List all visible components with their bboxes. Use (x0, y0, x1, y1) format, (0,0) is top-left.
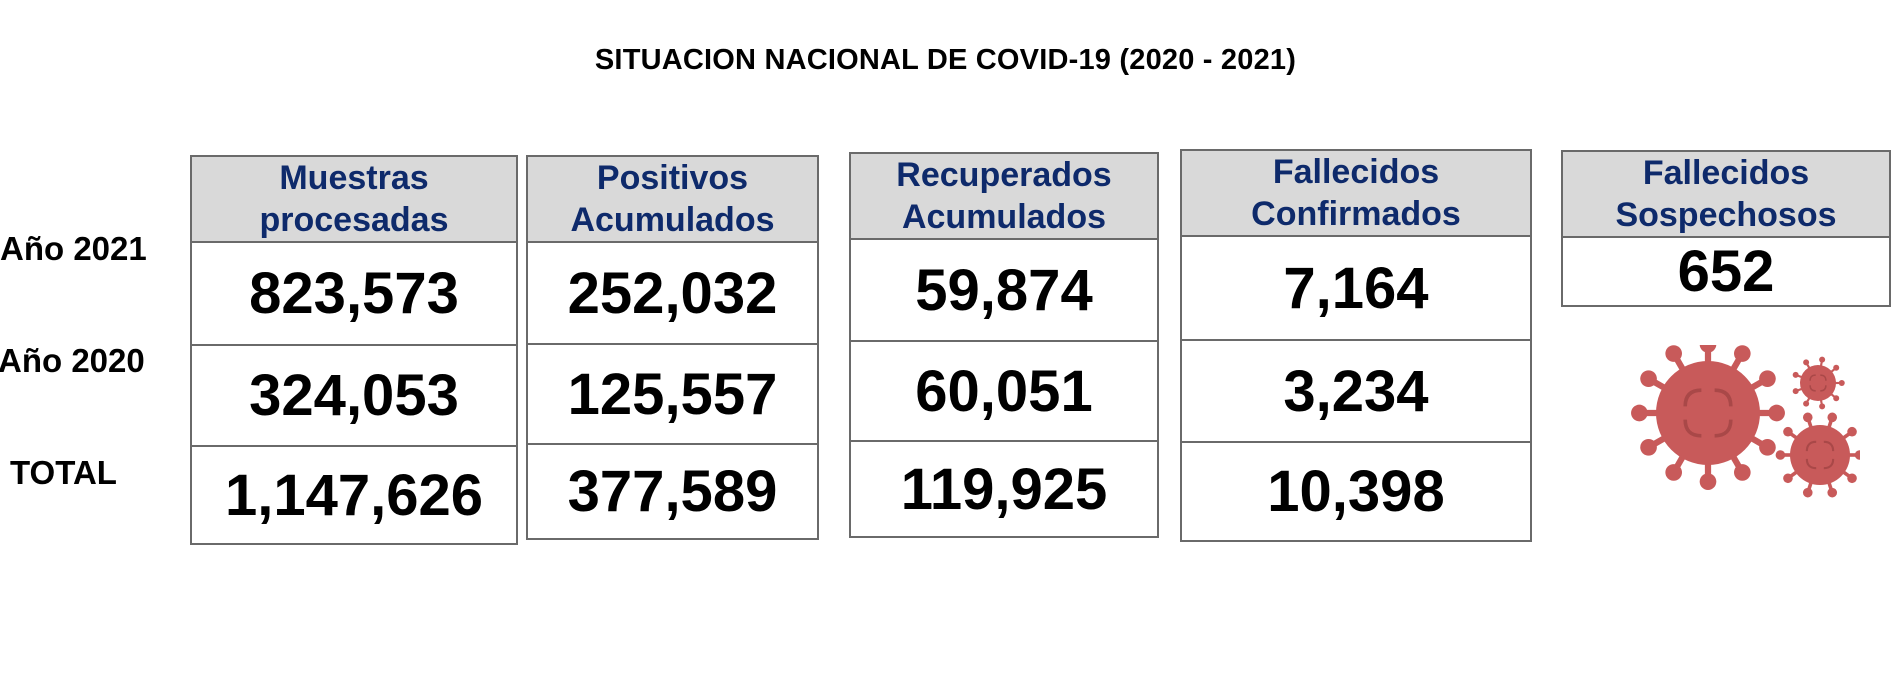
column-header-line1: Positivos (596, 159, 749, 197)
table-cell: 823,573 (249, 261, 459, 326)
column-header: Positivos Acumulados (528, 157, 817, 243)
table-cell: 59,874 (915, 257, 1093, 323)
table-cell: 3,234 (1182, 339, 1530, 441)
row-label-total: TOTAL (10, 454, 117, 491)
virus-icon (1631, 345, 1860, 498)
table-cell: 7,164 (1283, 255, 1429, 321)
column-header-line2: Acumulados (570, 201, 775, 239)
table-cell: 377,589 (528, 443, 817, 538)
table-column-fallecidos-confirmados: Fallecidos Confirmados 7,164 3,234 10,39… (1180, 149, 1532, 542)
suspected-deaths-box: Fallecidos Sospechosos 652 (1561, 150, 1891, 307)
table-cell: 10,398 (1182, 441, 1530, 540)
column-header: Fallecidos Sospechosos (1563, 152, 1889, 238)
table-cell: 119,925 (851, 440, 1157, 536)
table-column-positivos: Positivos Acumulados 252,032 125,557 377… (526, 155, 819, 540)
column-header-line2: Acumulados (901, 198, 1107, 236)
column-header-line1: Fallecidos (1642, 154, 1810, 192)
table-column-recuperados: Recuperados Acumulados 59,874 60,051 119… (849, 152, 1159, 538)
suspected-deaths-value: 652 (1677, 239, 1775, 304)
column-header-line1: Recuperados (896, 156, 1112, 194)
column-header-line2: Sospechosos (1615, 196, 1837, 234)
column-header: Muestras procesadas (192, 157, 516, 243)
table-column-muestras: Muestras procesadas 823,573 324,053 1,14… (190, 155, 518, 545)
column-header-line2: procesadas (259, 201, 449, 239)
table-cell: 324,053 (192, 344, 516, 445)
table-cell: 252,032 (567, 260, 778, 326)
column-header-line1: Fallecidos (1272, 153, 1440, 191)
table-cell: 125,557 (528, 343, 817, 443)
row-label-2021: Año 2021 (0, 230, 147, 267)
table-cell: 1,147,626 (192, 445, 516, 543)
page-title: SITUACION NACIONAL DE COVID-19 (2020 - 2… (594, 44, 1297, 76)
column-header-line1: Muestras (279, 159, 429, 197)
table-cell: 60,051 (851, 340, 1157, 440)
column-header: Recuperados Acumulados (851, 154, 1157, 240)
column-header-line2: Confirmados (1251, 195, 1461, 233)
row-label-2020: Año 2020 (0, 342, 145, 379)
column-header: Fallecidos Confirmados (1182, 151, 1530, 237)
